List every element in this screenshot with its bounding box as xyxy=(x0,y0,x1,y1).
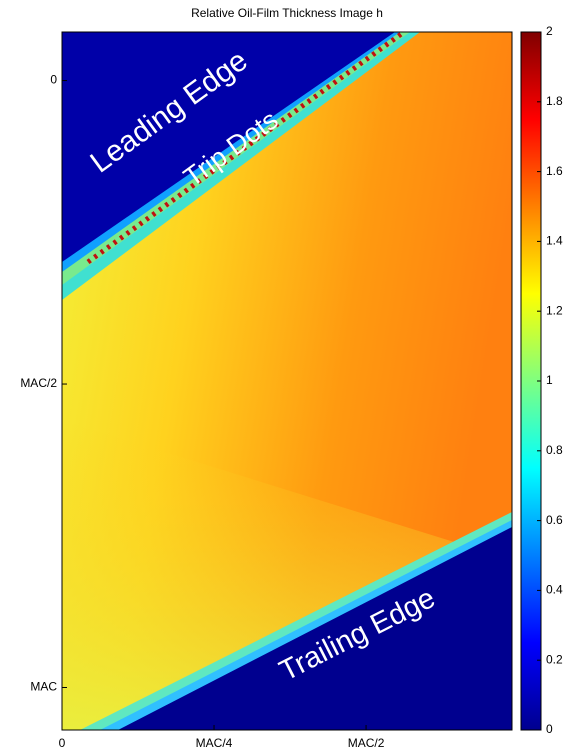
y-tick-label: MAC xyxy=(30,680,57,694)
colorbar-tick-label: 1.4 xyxy=(546,234,563,248)
colorbar-tick-label: 0.2 xyxy=(546,652,563,666)
colorbar-tick-label: 1.8 xyxy=(546,94,563,108)
x-tick-label: 0 xyxy=(59,736,66,750)
y-tick-label: MAC/2 xyxy=(20,376,57,390)
colorbar-tick-label: 0 xyxy=(546,722,553,736)
colorbar-tick-label: 1.2 xyxy=(546,303,563,317)
colorbar-tick-label: 0.8 xyxy=(546,443,563,457)
colorbar-tick-label: 0.4 xyxy=(546,583,563,597)
heatmap-image xyxy=(62,32,512,730)
plot-frame xyxy=(61,31,513,731)
y-tick-label: 0 xyxy=(50,73,57,87)
colorbar-tick-label: 1 xyxy=(546,373,553,387)
colorbar-tick-label: 0.6 xyxy=(546,513,563,527)
x-tick-label: MAC/2 xyxy=(348,736,385,750)
colorbar-tick-label: 1.6 xyxy=(546,164,563,178)
x-tick-label: MAC/4 xyxy=(196,736,233,750)
chart-title: Relative Oil-Film Thickness Image h xyxy=(191,6,383,20)
colorbar-tick-label: 2 xyxy=(546,24,553,38)
